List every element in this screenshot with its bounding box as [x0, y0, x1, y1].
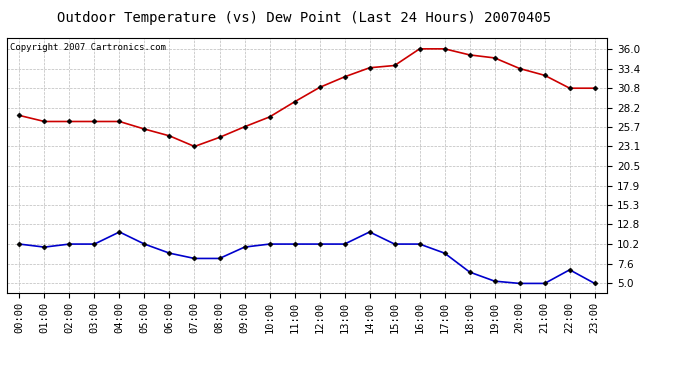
Text: Outdoor Temperature (vs) Dew Point (Last 24 Hours) 20070405: Outdoor Temperature (vs) Dew Point (Last…	[57, 11, 551, 25]
Text: Copyright 2007 Cartronics.com: Copyright 2007 Cartronics.com	[10, 43, 166, 52]
